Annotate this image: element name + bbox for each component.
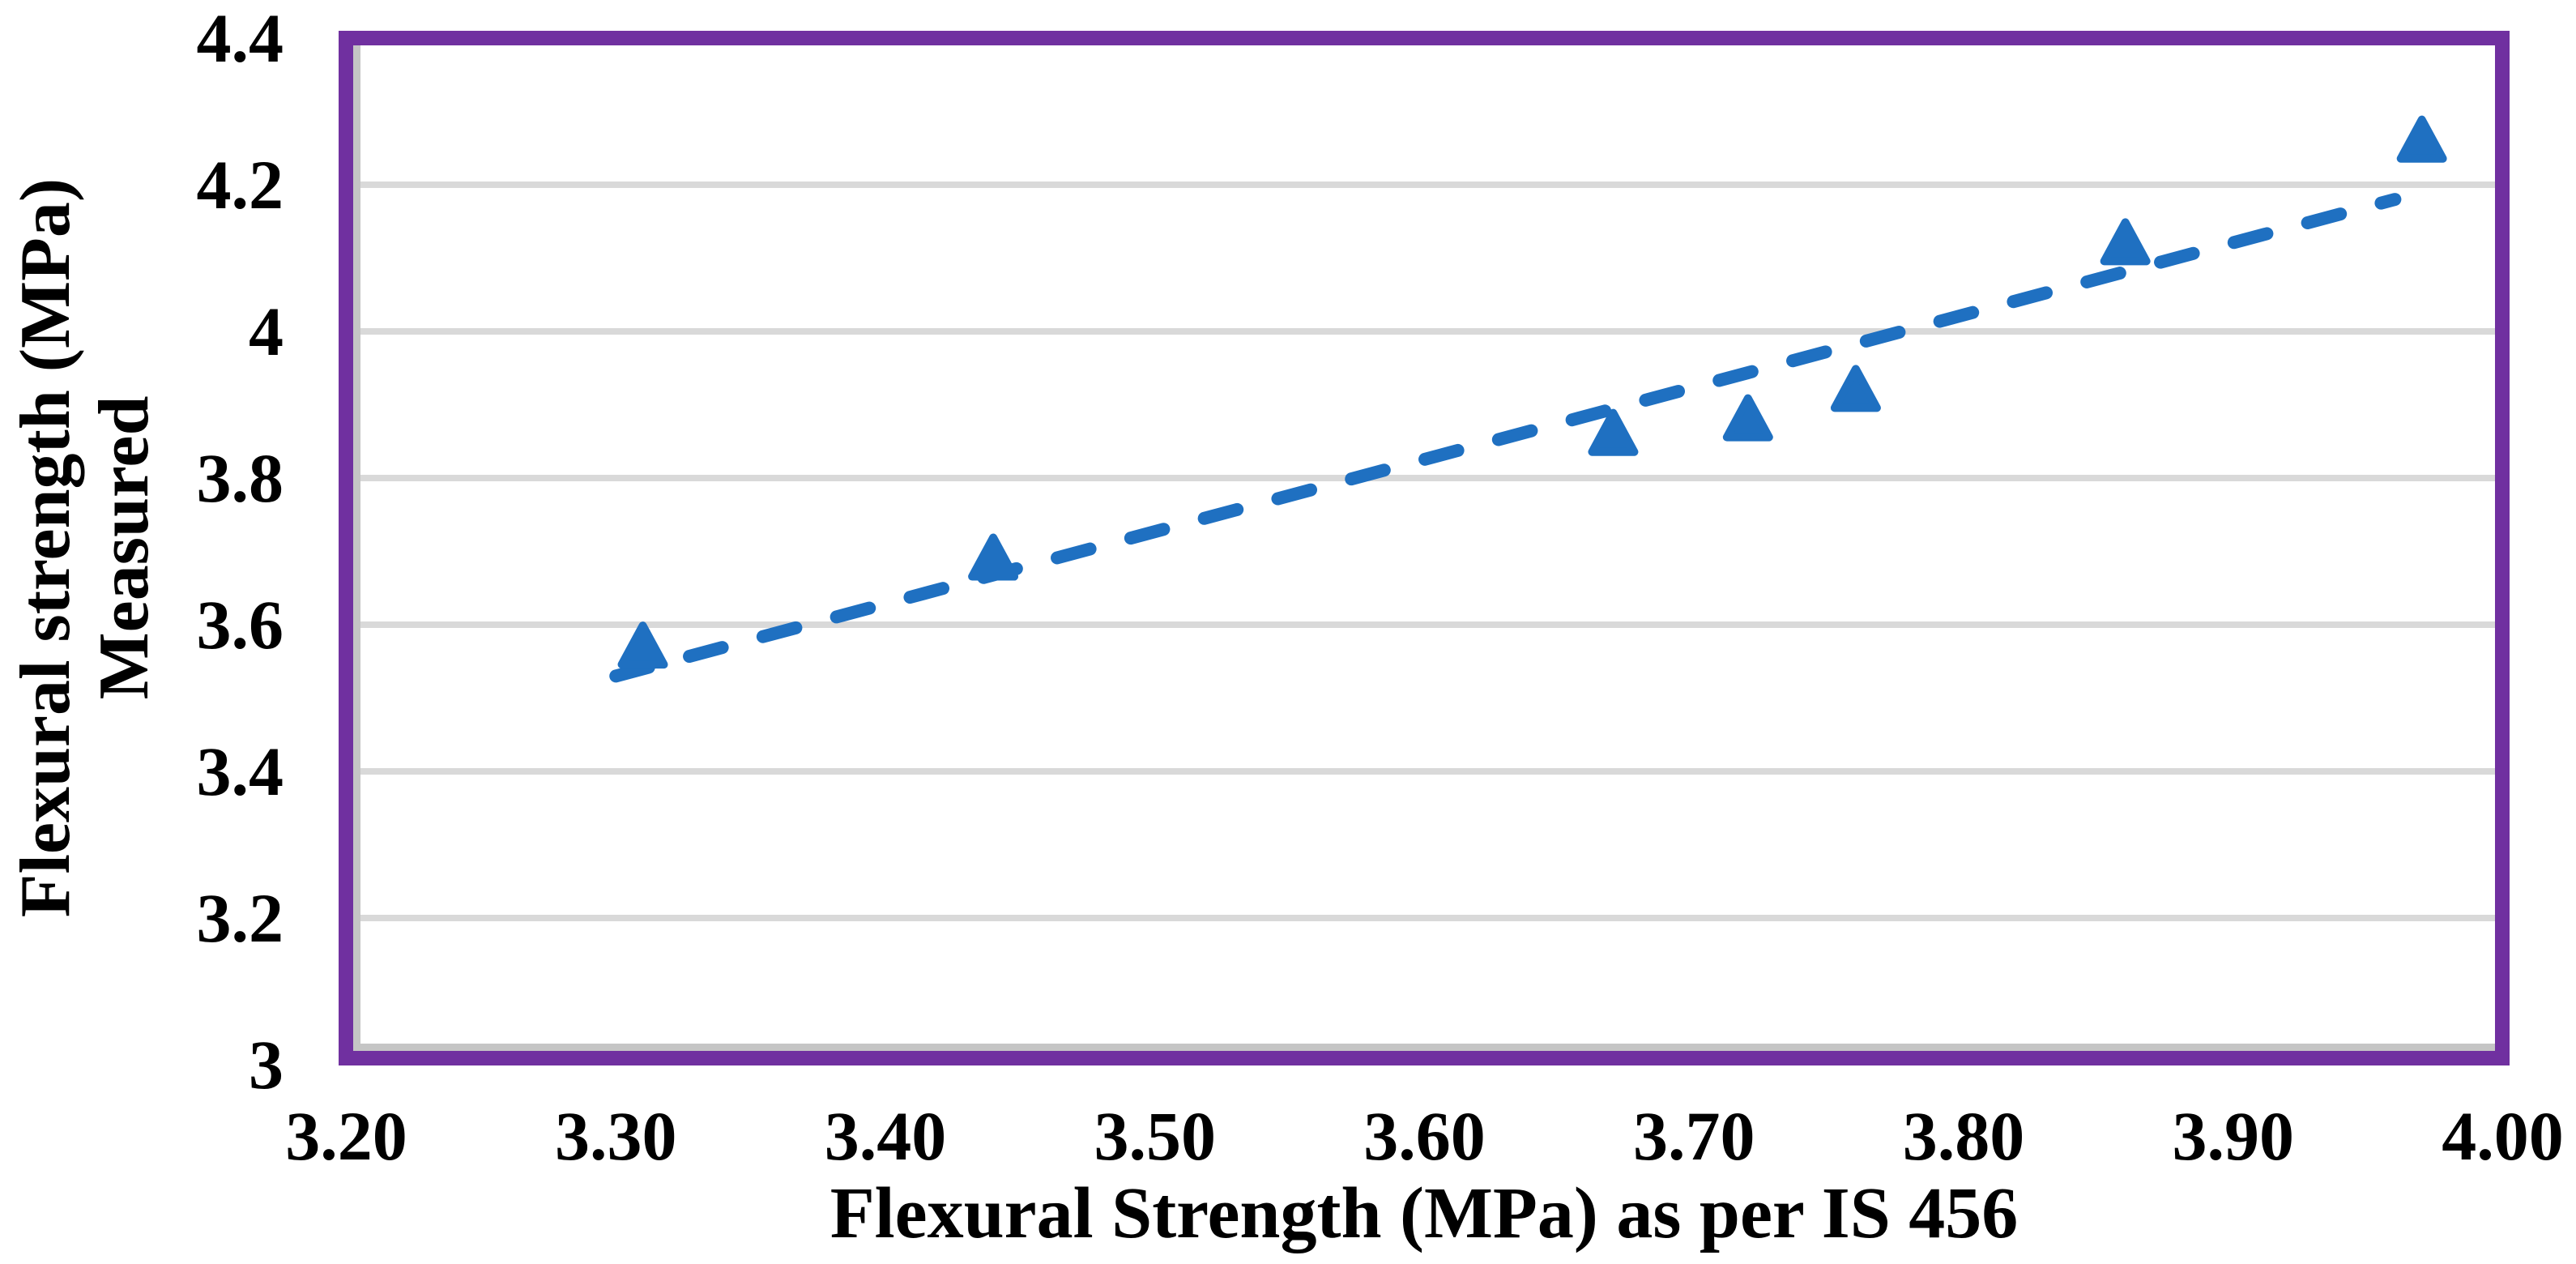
x-tick-label: 4.00 bbox=[2442, 1097, 2564, 1175]
y-tick-label: 3 bbox=[249, 1026, 284, 1104]
data-point-marker bbox=[1722, 394, 1773, 442]
x-tick-label: 3.40 bbox=[824, 1097, 947, 1175]
x-tick-label: 3.60 bbox=[1363, 1097, 1486, 1175]
data-point-marker bbox=[617, 621, 668, 669]
x-tick-label: 3.90 bbox=[2172, 1097, 2295, 1175]
y-tick-label: 3.6 bbox=[196, 586, 284, 664]
data-point-marker bbox=[968, 533, 1019, 581]
x-axis-title: Flexural Strength (MPa) as per IS 456 bbox=[830, 1173, 2019, 1253]
data-point-marker bbox=[2100, 218, 2151, 266]
x-tick-label: 3.30 bbox=[555, 1097, 677, 1175]
y-tick-label: 3.8 bbox=[196, 439, 284, 517]
plot-area-border bbox=[339, 31, 2510, 1065]
y-tick-label: 4 bbox=[249, 293, 284, 370]
y-tick-label: 4.4 bbox=[196, 0, 284, 77]
x-tick-label: 3.50 bbox=[1094, 1097, 1217, 1175]
trendline bbox=[609, 193, 2402, 683]
x-tick-label: 3.70 bbox=[1633, 1097, 1755, 1175]
y-tick-label: 3.2 bbox=[196, 879, 284, 957]
data-point-marker bbox=[1588, 408, 1639, 456]
x-tick-label: 3.80 bbox=[1902, 1097, 2025, 1175]
data-point-marker bbox=[1830, 365, 1881, 412]
y-tick-label: 4.2 bbox=[196, 146, 284, 224]
y-tick-label: 3.4 bbox=[196, 732, 284, 810]
data-point-marker bbox=[2396, 115, 2447, 163]
x-tick-label: 3.20 bbox=[285, 1097, 407, 1175]
